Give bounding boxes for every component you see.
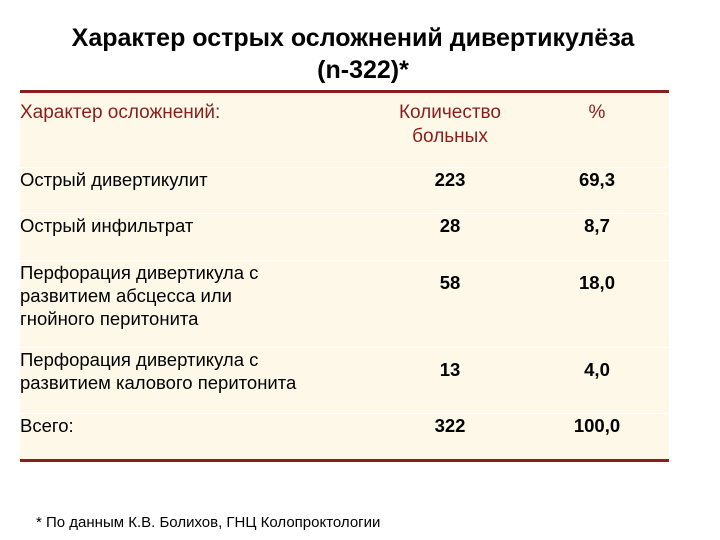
complications-table: Характер осложнений: Количество больных … — [20, 90, 669, 462]
header-count: Количество больных — [375, 90, 525, 168]
page-title: Характер острых осложнений дивертикулёза… — [0, 22, 720, 86]
row-percent: 100,0 — [525, 413, 669, 462]
table-row-total: Всего: 322 100,0 — [20, 413, 669, 462]
row-percent: 4,0 — [525, 347, 669, 414]
row-name: Перфорация дивертикула с развитием калов… — [20, 347, 375, 414]
row-percent: 8,7 — [525, 213, 669, 261]
title-line-1: Характер острых осложнений дивертикулёза — [71, 24, 635, 52]
row-count: 223 — [375, 167, 525, 214]
row-name-line: Перфорация дивертикула с — [20, 349, 259, 370]
row-percent: 69,3 — [525, 167, 669, 214]
row-name-line: Всего: — [20, 415, 74, 436]
header-name: Характер осложнений: — [20, 90, 375, 168]
row-name-line: Перфорация дивертикула с — [20, 262, 259, 283]
row-count: 13 — [375, 347, 525, 414]
table-row: Острый инфильтрат 28 8,7 — [20, 213, 669, 261]
header-count-line-1: Количество — [398, 102, 502, 123]
row-count: 28 — [375, 213, 525, 261]
row-name-line: развитием абсцесса или — [20, 285, 232, 306]
row-name-line: развитием калового перитонита — [20, 372, 297, 393]
header-percent: % — [525, 90, 669, 168]
row-name: Острый инфильтрат — [20, 213, 375, 261]
row-name-line: Острый инфильтрат — [20, 215, 194, 236]
table-row: Перфорация дивертикула с развитием калов… — [20, 347, 669, 414]
row-name: Острый дивертикулит — [20, 167, 375, 214]
row-count: 58 — [375, 260, 525, 348]
table-header-row: Характер осложнений: Количество больных … — [20, 90, 669, 168]
table-row: Перфорация дивертикула с развитием абсце… — [20, 260, 669, 348]
row-count: 322 — [375, 413, 525, 462]
row-name: Перфорация дивертикула с развитием абсце… — [20, 260, 375, 348]
row-percent: 18,0 — [525, 260, 669, 348]
row-name-line: гнойного перитонита — [20, 308, 199, 329]
header-count-line-2: больных — [412, 126, 488, 147]
row-name: Всего: — [20, 413, 375, 462]
row-name-line: Острый дивертикулит — [20, 169, 208, 190]
table-row: Острый дивертикулит 223 69,3 — [20, 167, 669, 214]
footnote: * По данным К.В. Болихов, ГНЦ Колопрокто… — [36, 514, 381, 531]
title-line-2: (n-322)* — [317, 56, 409, 84]
